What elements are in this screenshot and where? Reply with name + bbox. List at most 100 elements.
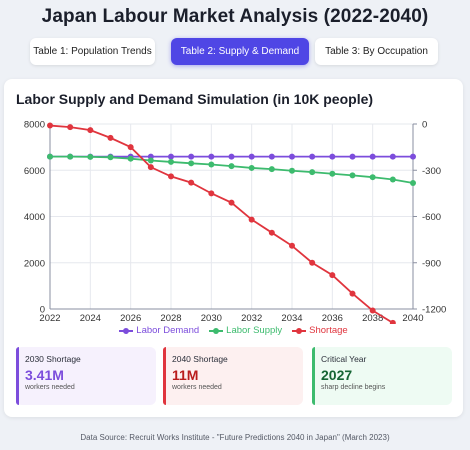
x-tick-label: 2036: [322, 313, 343, 324]
x-tick-label: 2026: [120, 313, 141, 324]
data-point-labor-supply: [188, 160, 195, 167]
stat-sub: workers needed: [172, 384, 222, 391]
y-right-tick-label: -1200: [422, 305, 446, 316]
data-point-shortage: [268, 229, 275, 236]
x-tick-label: 2032: [241, 313, 262, 324]
data-point-shortage: [47, 122, 53, 129]
data-point-labor-supply: [268, 166, 275, 173]
data-point-shortage: [389, 319, 396, 324]
y-right-tick-label: -300: [422, 166, 441, 177]
x-tick-label: 2030: [201, 313, 222, 324]
legend-item-labor-demand[interactable]: Labor Demand: [119, 325, 199, 336]
data-point-labor-supply: [309, 169, 316, 176]
line-chart: 0 2000 4000 6000 8000 0 -300 -600 -900 -1200 2022 2…: [24, 120, 446, 324]
chart-title: Labor Supply and Demand Simulation (in 1…: [16, 91, 374, 107]
data-point-labor-supply: [228, 163, 235, 170]
data-point-labor-demand: [188, 153, 195, 160]
data-point-labor-demand: [349, 153, 356, 160]
y-left-tick-label: 0: [40, 305, 45, 316]
stat-label: Critical Year: [321, 354, 367, 364]
y-left-tick-label: 2000: [24, 258, 45, 269]
x-tick-label: 2024: [80, 313, 101, 324]
chart-legend: Labor Demand Labor Supply Shortage: [4, 325, 463, 336]
stat-accent-bar: [163, 347, 166, 405]
data-point-labor-supply: [389, 176, 396, 183]
data-point-shortage: [208, 190, 215, 197]
data-point-shortage: [127, 144, 134, 151]
data-point-labor-demand: [369, 153, 376, 160]
data-point-shortage: [67, 124, 74, 131]
x-tick-label: 2034: [281, 313, 302, 324]
data-point-labor-supply: [369, 174, 376, 181]
tab-by-occupation[interactable]: Table 3: By Occupation: [315, 38, 438, 65]
data-point-shortage: [188, 179, 195, 186]
y-right-tick-label: -900: [422, 258, 441, 269]
stat-value: 3.41M: [25, 367, 64, 383]
data-point-shortage: [107, 134, 114, 141]
data-point-shortage: [369, 307, 376, 314]
data-source-footer: Data Source: Recruit Works Institute - "…: [80, 433, 390, 442]
data-point-shortage: [87, 127, 94, 134]
stat-label: 2040 Shortage: [172, 354, 228, 364]
data-point-labor-demand: [309, 153, 316, 160]
legend-label: Shortage: [309, 325, 348, 336]
data-point-labor-supply: [147, 157, 154, 164]
data-point-labor-supply: [410, 179, 416, 186]
stat-card-critical-year: Critical Year 2027 sharp decline begins: [312, 347, 452, 405]
y-left-tick-label: 4000: [24, 212, 45, 223]
data-point-labor-demand: [389, 153, 396, 160]
data-point-labor-supply: [208, 161, 215, 168]
data-point-shortage: [309, 259, 316, 266]
stat-sub: workers needed: [25, 384, 75, 391]
data-point-labor-demand: [208, 153, 215, 160]
stat-accent-bar: [312, 347, 315, 405]
data-point-labor-supply: [329, 170, 336, 177]
data-point-labor-demand: [228, 153, 235, 160]
stat-value: 11M: [172, 367, 199, 383]
y-left-tick-label: 6000: [24, 166, 45, 177]
data-point-shortage: [228, 199, 235, 206]
legend-item-labor-supply[interactable]: Labor Supply: [209, 325, 282, 336]
tab-population-trends[interactable]: Table 1: Population Trends: [30, 38, 155, 65]
page-title: Japan Labour Market Analysis (2022-2040): [41, 6, 429, 27]
x-tick-label: 2028: [160, 313, 181, 324]
data-point-labor-supply: [47, 153, 53, 160]
x-tick-label: 2040: [402, 313, 423, 324]
data-point-labor-supply: [248, 164, 255, 171]
legend-label: Labor Supply: [226, 325, 283, 336]
y-right-tick-label: -600: [422, 212, 441, 223]
tab-supply-demand[interactable]: Table 2: Supply & Demand: [171, 38, 309, 65]
legend-marker: [292, 327, 307, 335]
stat-accent-bar: [16, 347, 19, 405]
data-point-labor-supply: [349, 172, 356, 179]
data-point-labor-demand: [289, 153, 295, 160]
data-point-labor-supply: [107, 154, 114, 161]
legend-marker: [209, 327, 224, 335]
stat-value: 2027: [321, 367, 353, 383]
legend-item-shortage[interactable]: Shortage: [292, 325, 348, 336]
y-right-tick-label: 0: [422, 120, 427, 131]
data-point-labor-demand: [329, 153, 336, 160]
data-point-labor-supply: [289, 167, 295, 174]
data-point-labor-supply: [168, 158, 174, 165]
legend-label: Labor Demand: [136, 325, 200, 336]
y-left-tick-label: 8000: [24, 120, 45, 131]
data-point-shortage: [329, 272, 336, 279]
data-point-labor-demand: [268, 153, 275, 160]
data-point-labor-supply: [87, 153, 94, 160]
data-point-labor-demand: [248, 153, 255, 160]
data-point-shortage: [289, 242, 295, 249]
stat-sub: sharp decline begins: [321, 384, 386, 391]
stat-card-2040-shortage: 2040 Shortage 11M workers needed: [163, 347, 303, 405]
data-point-shortage: [168, 173, 174, 180]
stat-label: 2030 Shortage: [25, 354, 81, 364]
stat-card-2030-shortage: 2030 Shortage 3.41M workers needed: [16, 347, 156, 405]
data-point-labor-demand: [168, 153, 174, 160]
chart-card: Labor Supply and Demand Simulation (in 1…: [4, 79, 463, 417]
data-point-shortage: [248, 216, 255, 223]
data-point-labor-supply: [67, 153, 74, 160]
legend-marker: [119, 327, 134, 335]
data-point-labor-demand: [410, 153, 416, 160]
data-point-labor-supply: [127, 155, 134, 162]
data-point-shortage: [349, 290, 356, 297]
